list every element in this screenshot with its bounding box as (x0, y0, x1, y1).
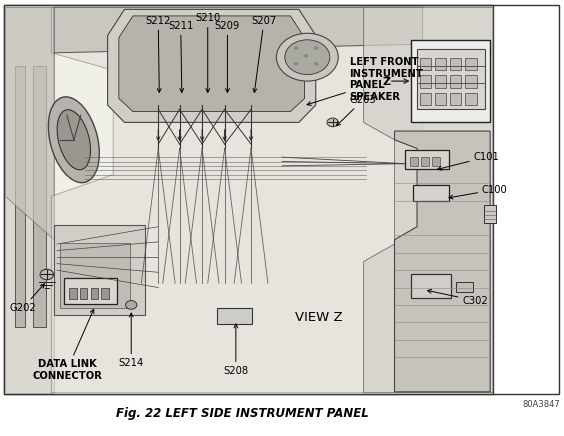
Text: S207: S207 (252, 16, 276, 92)
Text: C101: C101 (438, 152, 499, 170)
Polygon shape (54, 7, 422, 53)
Polygon shape (51, 7, 493, 393)
Bar (435, 75, 446, 88)
FancyBboxPatch shape (54, 225, 145, 315)
Text: C100: C100 (449, 185, 508, 199)
Bar (450, 58, 461, 70)
Bar (465, 75, 477, 88)
Bar (5, 7, 491, 393)
Bar (465, 58, 477, 70)
Text: S210: S210 (195, 13, 221, 92)
Circle shape (327, 118, 338, 127)
Text: G202: G202 (10, 284, 44, 313)
Bar (15, 66, 25, 327)
Polygon shape (108, 10, 316, 123)
Bar (91, 288, 98, 299)
Ellipse shape (57, 110, 91, 170)
Bar (3, 5, 559, 394)
Ellipse shape (49, 97, 99, 183)
Bar (456, 283, 473, 292)
Bar (102, 288, 109, 299)
Polygon shape (119, 16, 305, 112)
Text: S208: S208 (223, 324, 248, 376)
Text: S212: S212 (146, 16, 171, 92)
Text: S211: S211 (168, 21, 193, 92)
Text: Z: Z (382, 77, 391, 87)
Text: Fig. 22 LEFT SIDE INSTRUMENT PANEL: Fig. 22 LEFT SIDE INSTRUMENT PANEL (116, 407, 369, 420)
Polygon shape (395, 131, 490, 392)
Polygon shape (364, 7, 493, 393)
Bar (420, 93, 431, 105)
Bar (420, 75, 431, 88)
Bar (450, 93, 461, 105)
Bar (409, 157, 417, 166)
Circle shape (314, 46, 319, 50)
Bar (435, 58, 446, 70)
FancyBboxPatch shape (217, 308, 252, 324)
Circle shape (294, 62, 298, 65)
Bar (450, 75, 461, 88)
Bar (432, 157, 440, 166)
Circle shape (304, 54, 309, 58)
Text: 80A3847: 80A3847 (523, 400, 561, 409)
Text: DATA LINK
CONNECTOR: DATA LINK CONNECTOR (32, 309, 102, 381)
Circle shape (285, 40, 330, 75)
Circle shape (126, 300, 137, 309)
Bar (435, 93, 446, 105)
Polygon shape (411, 275, 451, 298)
Text: S214: S214 (118, 313, 144, 368)
Polygon shape (417, 48, 484, 109)
Bar (465, 93, 477, 105)
Circle shape (276, 33, 338, 81)
Text: S209: S209 (215, 21, 240, 92)
FancyBboxPatch shape (413, 184, 449, 201)
Bar (421, 157, 429, 166)
Text: LEFT FRONT
INSTRUMENT
PANEL
SPEAKER: LEFT FRONT INSTRUMENT PANEL SPEAKER (307, 57, 424, 106)
FancyBboxPatch shape (484, 204, 496, 223)
FancyBboxPatch shape (404, 150, 449, 169)
Circle shape (314, 62, 319, 65)
Circle shape (294, 46, 298, 50)
Bar (33, 66, 46, 327)
Bar (411, 40, 490, 123)
Text: G203: G203 (337, 95, 376, 126)
Bar (3, 5, 493, 394)
Polygon shape (5, 7, 54, 393)
Bar (69, 288, 77, 299)
Bar (420, 58, 431, 70)
Text: VIEW Z: VIEW Z (295, 311, 342, 324)
Circle shape (40, 269, 54, 280)
Polygon shape (5, 7, 54, 240)
FancyBboxPatch shape (64, 278, 117, 303)
Text: C302: C302 (428, 290, 488, 306)
FancyBboxPatch shape (60, 243, 130, 308)
Bar (80, 288, 87, 299)
